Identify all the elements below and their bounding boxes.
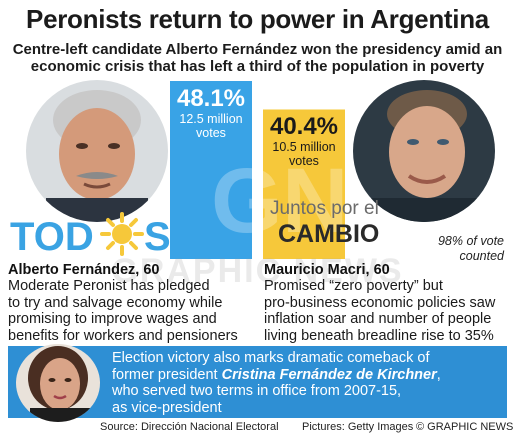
- juntos-logo-line-1: Juntos por el: [270, 198, 379, 219]
- fernandez-votes-line-1: 12.5 million: [179, 112, 243, 126]
- fernandez-photo: [26, 80, 168, 222]
- fernandez-percentage-label: 48.1%: [176, 85, 246, 112]
- frente-de-todos-logo: TOD S: [10, 212, 171, 256]
- macri-desc-line-2: pro-business economic policies saw: [264, 294, 496, 311]
- fernandez-votes-line-2: votes: [196, 126, 226, 140]
- banner-line-4: as vice-president: [112, 399, 222, 416]
- banner-line-2-end: ,: [436, 366, 441, 383]
- fernandez-name: Alberto Fernández, 60: [8, 262, 160, 278]
- macri-percentage-label: 40.4%: [269, 113, 339, 141]
- kirchner-portrait-icon: [16, 344, 100, 422]
- macri-desc-line-3: inflation soar and number of people: [264, 311, 492, 327]
- watermark: GRAPHIC NEWS: [111, 252, 404, 290]
- macri-votes-label: 10.5 million votes: [263, 140, 345, 168]
- macri-desc-line-1: Promised “zero poverty” but: [264, 278, 443, 294]
- pictures-credit: Pictures: Getty Images: [302, 421, 414, 433]
- fernandez-desc-line-2: to try and salvage economy while: [8, 294, 223, 311]
- juntos-por-el-cambio-logo: Juntos por el CAMBIO: [270, 198, 400, 250]
- fernandez-desc-line-3: promising to improve wages and: [8, 311, 217, 327]
- banner-line-2-start: former president: [112, 366, 222, 383]
- vote-count-note-line-1: 98% of vote: [437, 234, 504, 248]
- fernandez-portrait-icon: [26, 80, 168, 222]
- vote-count-note: 98% of vote counted: [414, 234, 504, 264]
- macri-name: Mauricio Macri, 60: [264, 262, 390, 278]
- fernandez-desc-line-1: Moderate Peronist has pledged: [8, 278, 210, 294]
- fernandez-description: Moderate Peronist has pledged to try and…: [8, 278, 258, 344]
- macri-description: Promised “zero poverty” but pro-business…: [264, 278, 512, 344]
- subtitle-line-2: economic crisis that has left a third of…: [30, 58, 485, 75]
- banner-line-3: who served two terms in office from 2007…: [112, 383, 402, 399]
- svg-text:S: S: [144, 215, 171, 256]
- juntos-logo-line-2: CAMBIO: [278, 220, 380, 248]
- macri-desc-line-4: living beneath breadline rise to 35%: [264, 327, 494, 344]
- sun-icon: [100, 212, 144, 256]
- source-credit: Source: Dirección Nacional Electoral: [100, 421, 279, 433]
- kirchner-banner-text: Election victory also marks dramatic com…: [112, 350, 507, 416]
- graphic-news-credit: © GRAPHIC NEWS: [416, 421, 514, 433]
- macri-votes-line-2: votes: [289, 154, 319, 169]
- vote-count-note-line-2: counted: [459, 249, 504, 263]
- banner-line-2: former president Cristina Fernández de K…: [112, 367, 507, 384]
- fernandez-desc-line-4: benefits for workers and pensioners: [8, 327, 238, 344]
- banner-line-1: Election victory also marks dramatic com…: [112, 350, 430, 366]
- kirchner-name: Cristina Fernández de Kirchner: [221, 366, 437, 383]
- page-title: Peronists return to power in Argentina: [26, 4, 489, 34]
- fernandez-votes-label: 12.5 million votes: [170, 112, 252, 140]
- subtitle-line-1: Centre-left candidate Alberto Fernández …: [12, 41, 503, 58]
- svg-text:TOD: TOD: [10, 215, 94, 256]
- page-subtitle: Centre-left candidate Alberto Fernández …: [10, 41, 505, 75]
- macri-votes-line-1: 10.5 million: [272, 140, 336, 155]
- kirchner-photo: [16, 344, 100, 422]
